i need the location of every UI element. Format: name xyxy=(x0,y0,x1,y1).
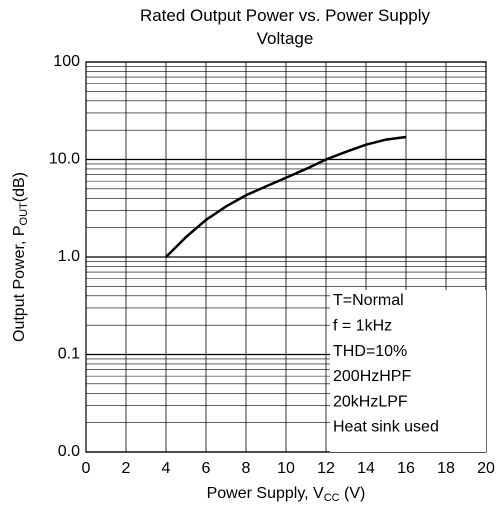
y-axis-label-part: (dB) xyxy=(11,172,28,202)
x-tick-label: 0 xyxy=(82,460,91,477)
y-axis-label-part: OUT xyxy=(18,202,30,226)
y-tick-label: 100 xyxy=(53,53,80,70)
x-tick-label: 18 xyxy=(437,460,455,477)
x-tick-label: 2 xyxy=(122,460,131,477)
x-tick-label: 20 xyxy=(477,460,495,477)
plot-frame xyxy=(85,61,487,453)
y-tick-label: 0.1 xyxy=(58,346,80,363)
x-tick-label: 8 xyxy=(242,460,251,477)
x-axis-label-part: CC xyxy=(324,492,340,504)
line xyxy=(165,135,407,258)
x-axis-label-part: Power Supply, V xyxy=(207,485,324,502)
y-tick-label: 1.0 xyxy=(58,248,80,265)
x-tick-label: 6 xyxy=(202,460,211,477)
x-tick-label: 14 xyxy=(357,460,375,477)
annotation-background xyxy=(330,290,486,452)
x-tick-label: 12 xyxy=(317,460,335,477)
annotation: f = 1kHz xyxy=(333,318,392,335)
x-tick-label: 16 xyxy=(397,460,415,477)
y-axis-label-part: Output Power, P xyxy=(11,225,28,342)
y-axis-label: Output Power, POUT(dB) xyxy=(11,172,30,342)
y-tick-label: 10.0 xyxy=(49,151,80,168)
annotation: Heat sink used xyxy=(333,419,439,436)
annotation: 200HzHPF xyxy=(333,368,411,385)
annotation: T=Normal xyxy=(333,292,404,309)
y-tick-label: 0.0 xyxy=(58,443,80,460)
annotation: THD=10% xyxy=(333,343,407,360)
x-axis-label-part: (V) xyxy=(340,485,366,502)
x-tick-label: 4 xyxy=(162,460,171,477)
chart-title: Rated Output Power vs. Power Supply Volt… xyxy=(139,6,431,48)
annotation: 20kHzLPF xyxy=(333,393,408,410)
x-axis-label: Power Supply, VCC (V) xyxy=(207,485,366,504)
x-tick-label: 10 xyxy=(277,460,295,477)
annotation-box: T=Normal f = 1kHz THD=10% 200HzHPF 20kHzLPF H… xyxy=(330,290,486,452)
